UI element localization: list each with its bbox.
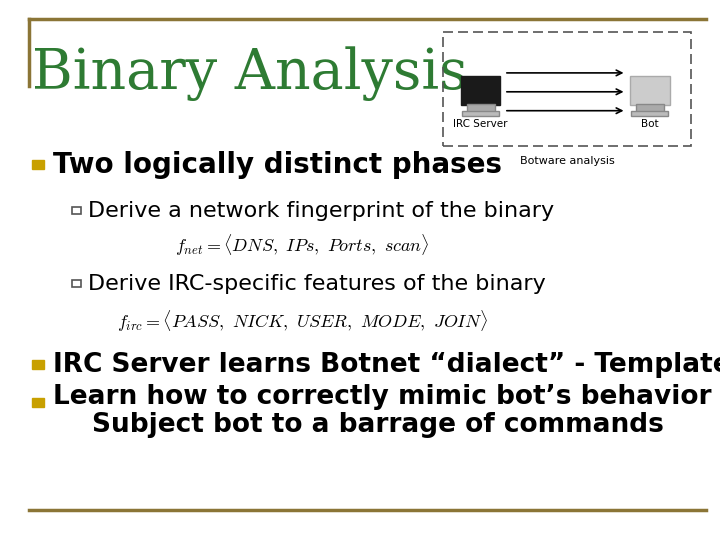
Text: Bot: Bot [641, 119, 659, 129]
Bar [630, 76, 670, 105]
Bar [72, 207, 81, 214]
Text: Botware analysis: Botware analysis [520, 156, 614, 166]
Text: Learn how to correctly mimic bot’s behavior -: Learn how to correctly mimic bot’s behav… [53, 384, 720, 410]
Text: Derive a network fingerprint of the binary: Derive a network fingerprint of the bina… [88, 200, 554, 221]
Bar [32, 160, 44, 169]
Bar [32, 360, 44, 369]
Text: IRC Server learns Botnet “dialect” - Template: IRC Server learns Botnet “dialect” - Tem… [53, 352, 720, 377]
Bar [461, 76, 500, 105]
Bar [467, 104, 495, 112]
Text: Two logically distinct phases: Two logically distinct phases [53, 151, 502, 179]
Bar [443, 32, 691, 146]
Bar [636, 104, 664, 112]
Bar [631, 111, 668, 116]
Bar [72, 280, 81, 287]
Text: Subject bot to a barrage of commands: Subject bot to a barrage of commands [92, 412, 664, 438]
Text: Derive IRC-specific features of the binary: Derive IRC-specific features of the bina… [88, 273, 546, 294]
Bar [462, 111, 499, 116]
Text: Binary Analysis: Binary Analysis [32, 46, 468, 100]
Text: $f_{irc} = \langle PASS,\ NICK,\ USER,\ MODE,\ JOIN \rangle$: $f_{irc} = \langle PASS,\ NICK,\ USER,\ … [117, 308, 488, 334]
Bar [32, 398, 44, 407]
Text: IRC Server: IRC Server [454, 119, 508, 129]
Text: $f_{net} = \langle DNS,\ IPs,\ Ports,\ scan \rangle$: $f_{net} = \langle DNS,\ IPs,\ Ports,\ s… [175, 233, 430, 259]
